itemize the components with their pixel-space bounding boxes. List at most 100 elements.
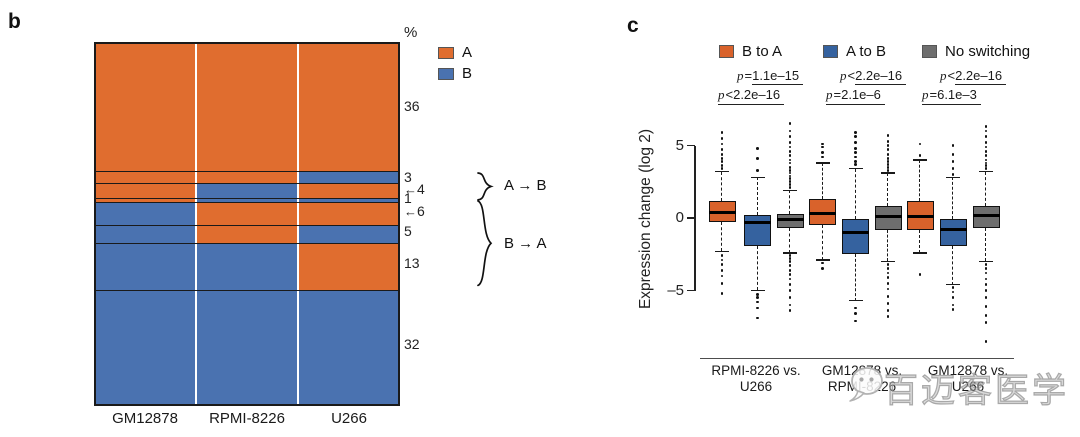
mosaic-cell-B <box>296 225 398 244</box>
outlier-dot <box>788 273 792 276</box>
whisker-lower <box>756 245 758 291</box>
whisker-cap-lower <box>815 259 830 261</box>
outlier-dot <box>788 177 792 181</box>
whisker-upper <box>721 171 723 201</box>
mosaic-row <box>96 197 398 203</box>
outlier-dot <box>788 257 792 260</box>
mosaic-legend-item: B <box>438 65 472 82</box>
y-axis-tick <box>687 289 695 292</box>
whisker-cap-lower <box>750 289 765 292</box>
mosaic-cell-A <box>96 44 196 172</box>
outlier-dot <box>984 149 988 153</box>
outlier-dot <box>788 141 792 144</box>
mosaic-cell-A <box>296 203 398 225</box>
outlier-dot <box>720 258 724 262</box>
outlier-dot <box>756 293 759 297</box>
outlier-dot <box>821 142 824 146</box>
p-symbol: p <box>737 68 744 83</box>
outlier-dot <box>984 145 988 149</box>
whisker-upper <box>887 173 889 207</box>
outlier-dot <box>788 168 792 172</box>
outlier-dot <box>984 271 988 275</box>
mosaic-column-label: RPMI-8226 <box>209 410 285 427</box>
outlier-dot <box>756 316 759 320</box>
outlier-dot <box>854 319 857 323</box>
whisker-cap-lower <box>848 299 863 302</box>
boxplot-box <box>906 200 934 230</box>
outlier-dot <box>984 277 988 281</box>
outlier-dot <box>720 152 724 156</box>
mosaic-legend-item: A <box>438 44 472 61</box>
outlier-dot <box>788 283 792 287</box>
mosaic-row <box>96 224 398 244</box>
outlier-dot <box>756 157 759 160</box>
outlier-dot <box>886 287 890 291</box>
outlier-dot <box>756 306 759 310</box>
outlier-dot <box>821 267 824 271</box>
comparison-label: GM12878 vs. U266 <box>893 363 1043 395</box>
outlier-dot <box>720 167 724 171</box>
mosaic-cell-B <box>195 244 297 291</box>
outlier-dot <box>886 168 890 172</box>
whisker-cap-lower <box>946 283 960 286</box>
mosaic-cell-A <box>195 203 297 225</box>
outlier-dot <box>984 263 988 266</box>
row-percent-label: 5 <box>404 222 412 239</box>
row-percent-label: ←4 <box>404 181 425 198</box>
boxplot-median <box>708 210 736 214</box>
boxplot-box <box>842 219 869 255</box>
outlier-dot <box>854 147 857 150</box>
comparison-label-line: RPMI-8226 vs. <box>711 363 801 378</box>
comparison-label-line: U266 <box>739 379 773 394</box>
whisker-lower <box>854 254 856 301</box>
whisker-cap-upper <box>750 176 765 179</box>
whisker-cap-upper <box>783 189 797 192</box>
p-symbol: p <box>826 87 833 102</box>
outlier-dot <box>720 142 724 146</box>
mosaic-cell-A <box>195 225 297 244</box>
mosaic-cell-B <box>296 291 398 405</box>
mosaic-row <box>96 290 398 405</box>
boxplot-median <box>939 228 967 231</box>
outlier-dot <box>984 135 988 139</box>
outlier-dot <box>951 152 955 156</box>
outlier-dot <box>720 268 724 272</box>
mosaic-column-label: GM12878 <box>112 410 178 427</box>
outlier-dot <box>720 157 724 160</box>
boxplot-box <box>809 199 836 226</box>
outlier-dot <box>788 309 792 313</box>
outlier-dot <box>788 165 792 169</box>
outlier-dot <box>886 315 890 318</box>
mosaic-cell-B <box>96 203 196 225</box>
p-value-number: 1.1e–15 <box>752 68 804 85</box>
outlier-dot <box>886 162 890 166</box>
outlier-dot <box>720 254 724 258</box>
mosaic-row <box>96 44 398 172</box>
percent-unit-label: % <box>404 24 418 41</box>
outlier-dot <box>918 142 922 146</box>
brace-icon <box>477 200 493 287</box>
outlier-dot <box>984 289 988 292</box>
boxplot-box <box>874 206 902 230</box>
y-axis-tick <box>687 144 695 147</box>
whisker-cap-upper <box>979 170 993 173</box>
whisker-upper <box>756 177 758 216</box>
outlier-dot <box>788 303 792 307</box>
mosaic-cell-B <box>195 183 297 198</box>
mosaic-column-label: U266 <box>331 410 367 427</box>
outlier-dot <box>720 274 724 278</box>
boxplot-plot-area <box>690 112 1040 372</box>
outlier-dot <box>788 171 792 175</box>
outlier-dot <box>886 165 890 169</box>
outlier-dot <box>788 174 792 178</box>
outlier-dot <box>951 290 955 294</box>
outlier-dot <box>886 160 890 163</box>
mosaic-cell-B <box>195 198 297 203</box>
outlier-dot <box>756 296 759 300</box>
outlier-dot <box>821 155 824 159</box>
outlier-dot <box>788 180 792 184</box>
outlier-dot <box>984 154 988 158</box>
legend-swatch-A <box>438 46 454 59</box>
outlier-dot <box>788 277 792 281</box>
